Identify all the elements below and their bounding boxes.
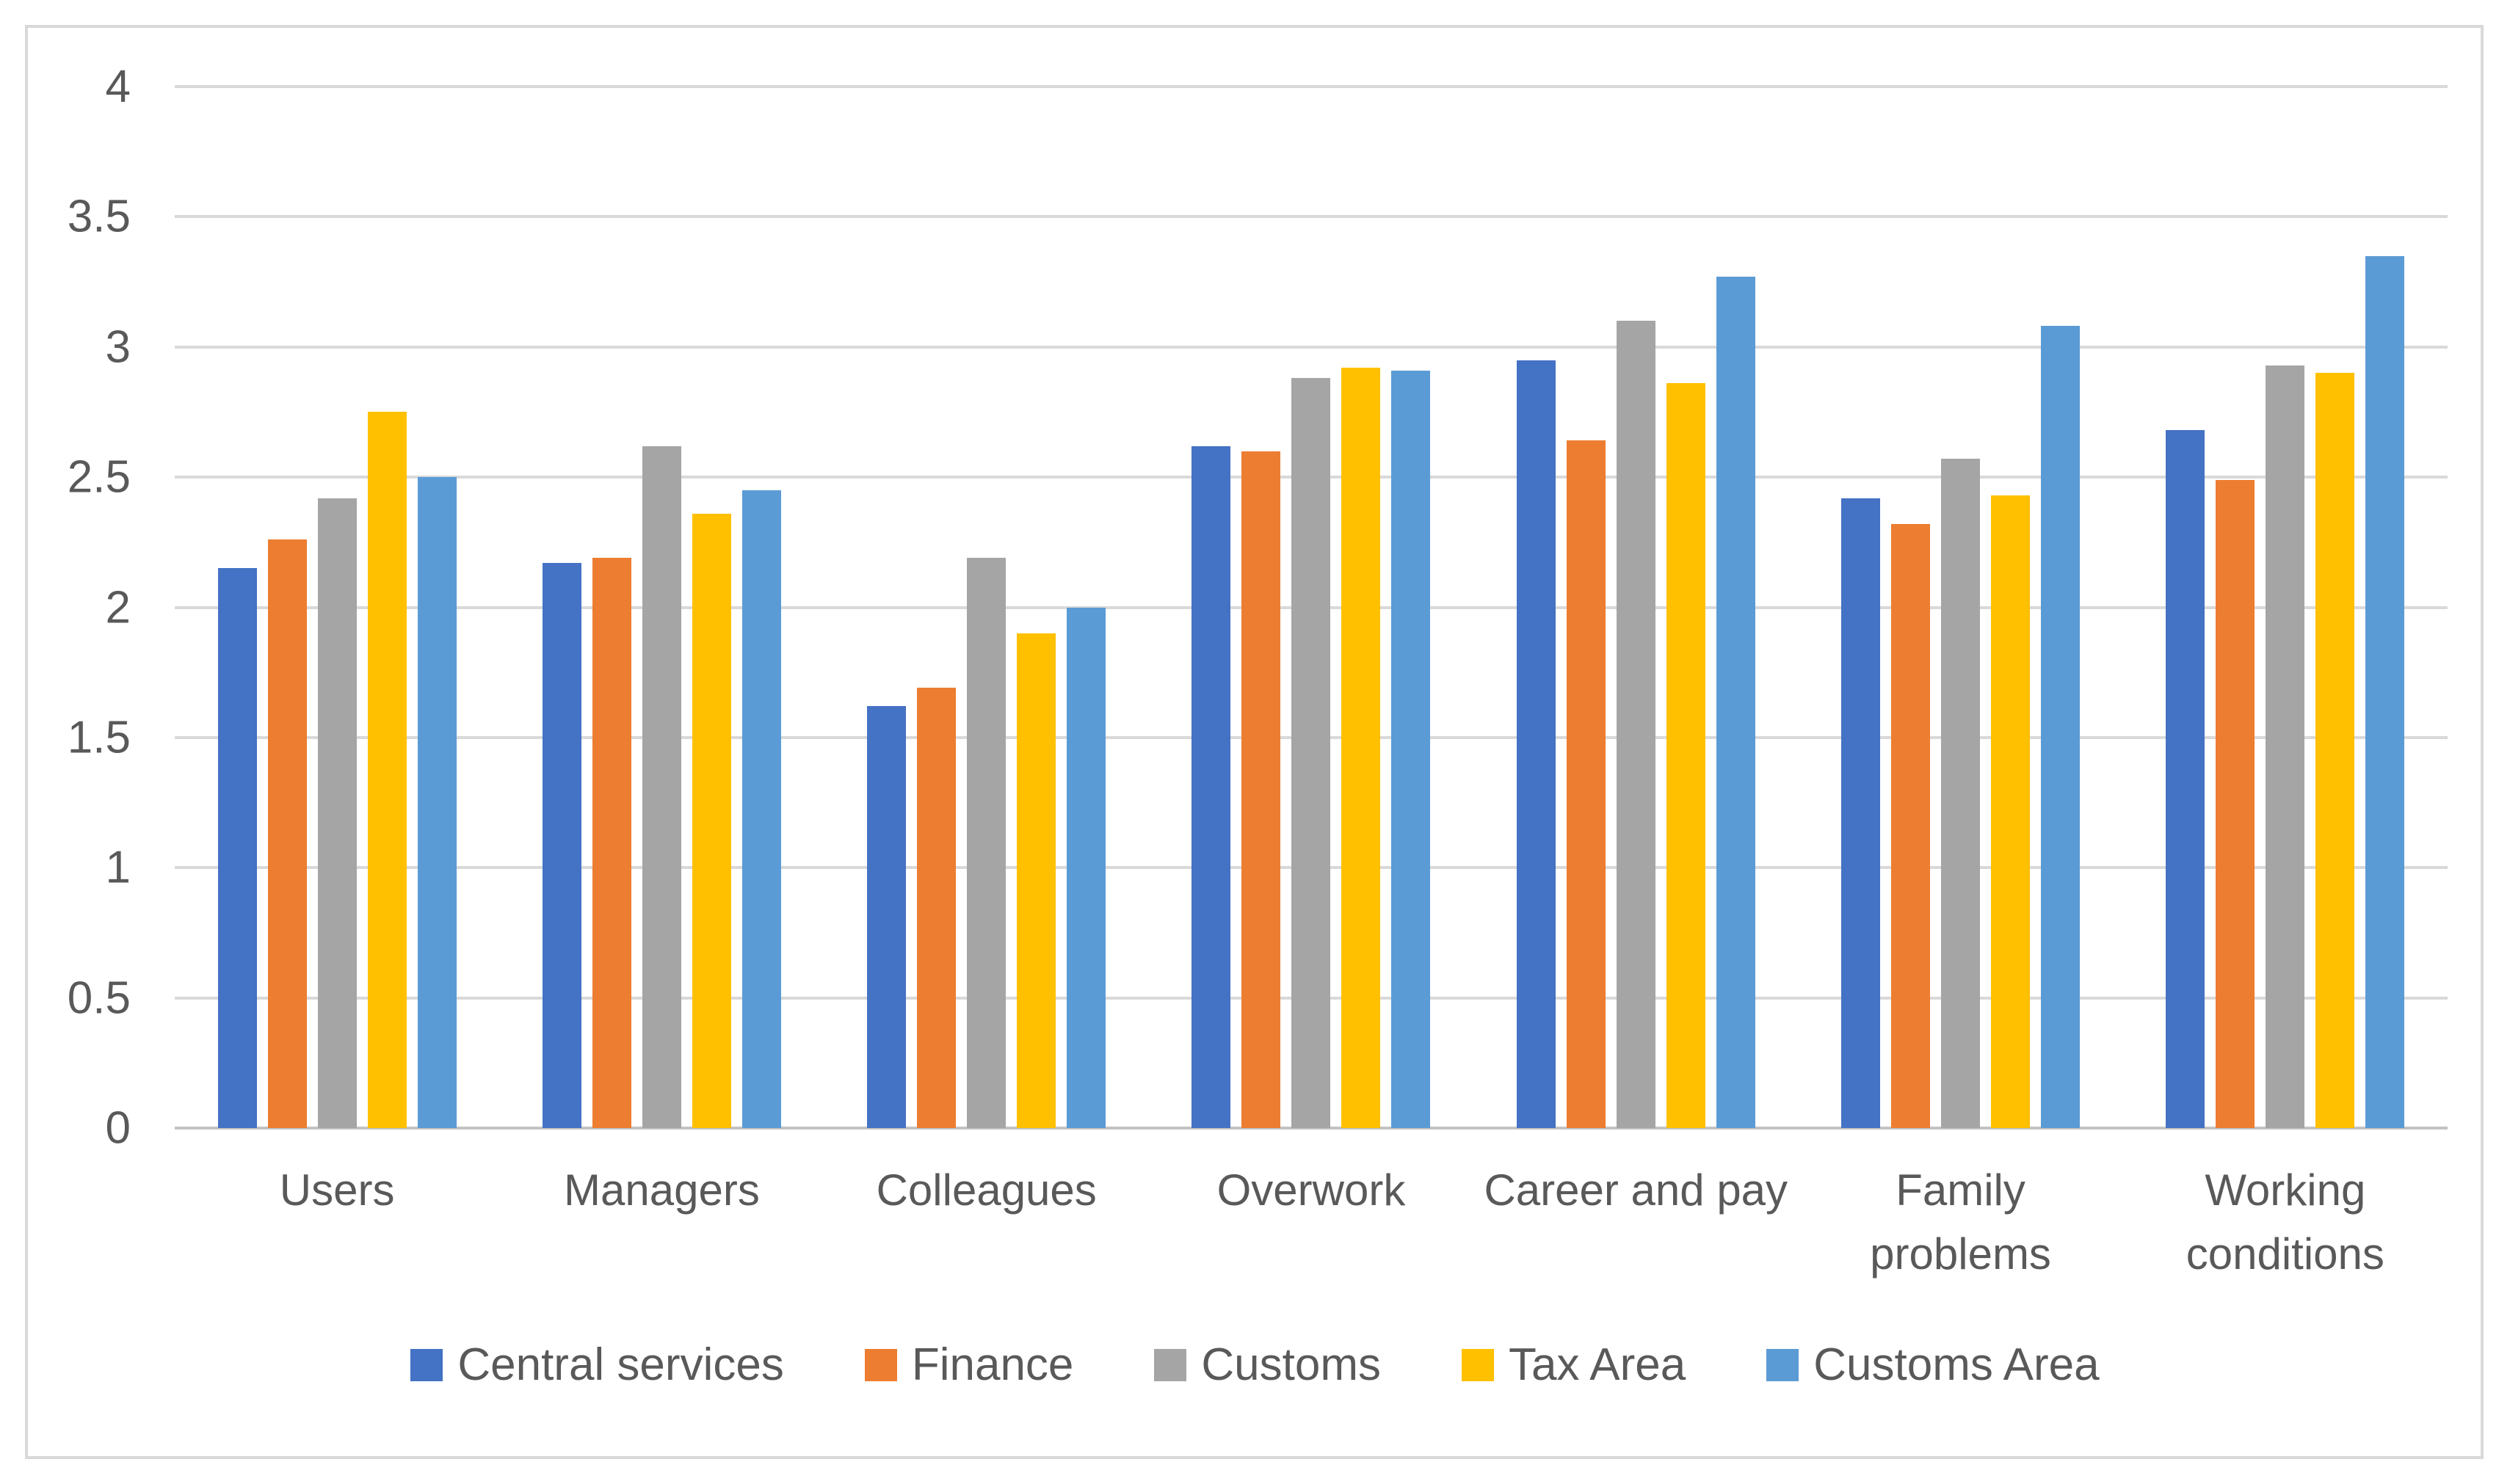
- bar-central-services-career-and-pay: [1516, 360, 1556, 1128]
- bar-tax-area-colleagues: [1017, 633, 1056, 1128]
- bar-customs-colleagues: [967, 558, 1006, 1128]
- bar-finance-managers: [592, 558, 631, 1128]
- bar-customs-overwork: [1291, 378, 1331, 1128]
- x-axis-label-overwork: Overwork: [1216, 1165, 1406, 1215]
- bar-customs-area-colleagues: [1067, 607, 1106, 1128]
- y-tick-label-1: 1: [105, 842, 131, 893]
- legend-item-tax-area: Tax Area: [1462, 1339, 1686, 1391]
- y-tick-label-4: 4: [105, 61, 131, 112]
- x-axis-label-colleagues: Colleagues: [876, 1165, 1097, 1215]
- bar-customs-users: [317, 498, 357, 1128]
- bar-group-career-and-pay: [1473, 87, 1798, 1128]
- bar-tax-area-family-problems: [1991, 495, 2031, 1128]
- y-tick-label-2: 2: [105, 582, 131, 633]
- bar-tax-area-career-and-pay: [1666, 383, 1705, 1128]
- bar-customs-area-managers: [741, 490, 781, 1128]
- y-tick-label-1.5: 1.5: [67, 712, 131, 763]
- legend-item-customs-area: Customs Area: [1766, 1339, 2100, 1391]
- bar-central-services-managers: [542, 563, 581, 1128]
- bar-group-users: [175, 87, 499, 1128]
- x-axis-label-managers: Managers: [564, 1165, 760, 1215]
- legend-item-central-services: Central services: [410, 1339, 784, 1391]
- y-tick-label-3.5: 3.5: [67, 191, 131, 242]
- bar-customs-area-working-conditions: [2365, 255, 2405, 1128]
- legend-label-central-services: Central services: [457, 1339, 784, 1390]
- gridline-3.5: [175, 215, 2448, 219]
- bar-group-working-conditions: [2123, 87, 2448, 1128]
- bar-central-services-working-conditions: [2166, 430, 2205, 1128]
- x-axis-label-family-problems: Family problems: [1870, 1165, 2051, 1279]
- gridline-3: [175, 345, 2448, 349]
- x-axis-line: [175, 1127, 2448, 1130]
- legend-label-finance: Finance: [911, 1339, 1074, 1390]
- bar-tax-area-overwork: [1341, 368, 1381, 1128]
- bar-central-services-overwork: [1191, 445, 1231, 1128]
- bar-central-services-users: [217, 568, 257, 1128]
- bar-group-family-problems: [1798, 87, 2122, 1128]
- bar-tax-area-working-conditions: [2315, 373, 2355, 1128]
- bar-group-managers: [499, 87, 824, 1128]
- bar-group-overwork: [1149, 87, 1473, 1128]
- legend-swatch-central-services: [410, 1348, 443, 1381]
- x-axis-label-working-conditions: Working conditions: [2186, 1165, 2384, 1279]
- bar-finance-family-problems: [1891, 523, 1931, 1128]
- bar-customs-career-and-pay: [1616, 321, 1655, 1128]
- y-axis-labels: 4 3.5 3 2.5 2 1.5 1 0.5 0: [0, 62, 131, 1154]
- legend-label-customs-area: Customs Area: [1813, 1339, 2100, 1390]
- bar-customs-area-career-and-pay: [1716, 276, 1755, 1128]
- legend-item-customs: Customs: [1154, 1339, 1381, 1391]
- bar-finance-colleagues: [917, 688, 957, 1128]
- legend: Central services Finance Customs Tax Area Cu…: [0, 1339, 2510, 1391]
- gridline-4: [175, 85, 2448, 88]
- y-tick-label-2.5: 2.5: [67, 451, 131, 503]
- bar-central-services-colleagues: [867, 706, 907, 1128]
- bar-tax-area-users: [367, 412, 407, 1128]
- legend-swatch-customs-area: [1766, 1348, 1799, 1381]
- bar-customs-managers: [642, 445, 681, 1128]
- x-axis-label-users: Users: [279, 1165, 395, 1215]
- x-axis-label-career-and-pay: Career and pay: [1484, 1165, 1788, 1215]
- y-tick-label-0.5: 0.5: [67, 972, 131, 1024]
- legend-swatch-tax-area: [1462, 1348, 1495, 1381]
- bar-finance-overwork: [1241, 451, 1281, 1128]
- y-tick-label-3: 3: [105, 321, 131, 373]
- bar-central-services-family-problems: [1841, 498, 1881, 1128]
- legend-swatch-finance: [864, 1348, 897, 1381]
- bar-finance-users: [267, 539, 307, 1128]
- bar-finance-career-and-pay: [1566, 440, 1606, 1128]
- bar-customs-area-users: [417, 477, 457, 1128]
- y-tick-label-0: 0: [105, 1102, 131, 1154]
- bar-finance-working-conditions: [2216, 479, 2255, 1128]
- legend-item-finance: Finance: [864, 1339, 1074, 1391]
- legend-label-customs: Customs: [1201, 1339, 1382, 1390]
- bar-group-colleagues: [824, 87, 1149, 1128]
- legend-swatch-customs: [1154, 1348, 1187, 1381]
- bar-customs-working-conditions: [2266, 365, 2305, 1128]
- bar-customs-family-problems: [1941, 459, 1981, 1128]
- bar-customs-area-overwork: [1391, 370, 1431, 1128]
- x-axis-labels: Users Managers Colleagues Overwork Career an…: [175, 1158, 2448, 1286]
- bar-customs-area-family-problems: [2041, 326, 2081, 1128]
- bar-tax-area-managers: [692, 513, 731, 1128]
- bar-groups: [175, 87, 2448, 1128]
- legend-label-tax-area: Tax Area: [1509, 1339, 1686, 1390]
